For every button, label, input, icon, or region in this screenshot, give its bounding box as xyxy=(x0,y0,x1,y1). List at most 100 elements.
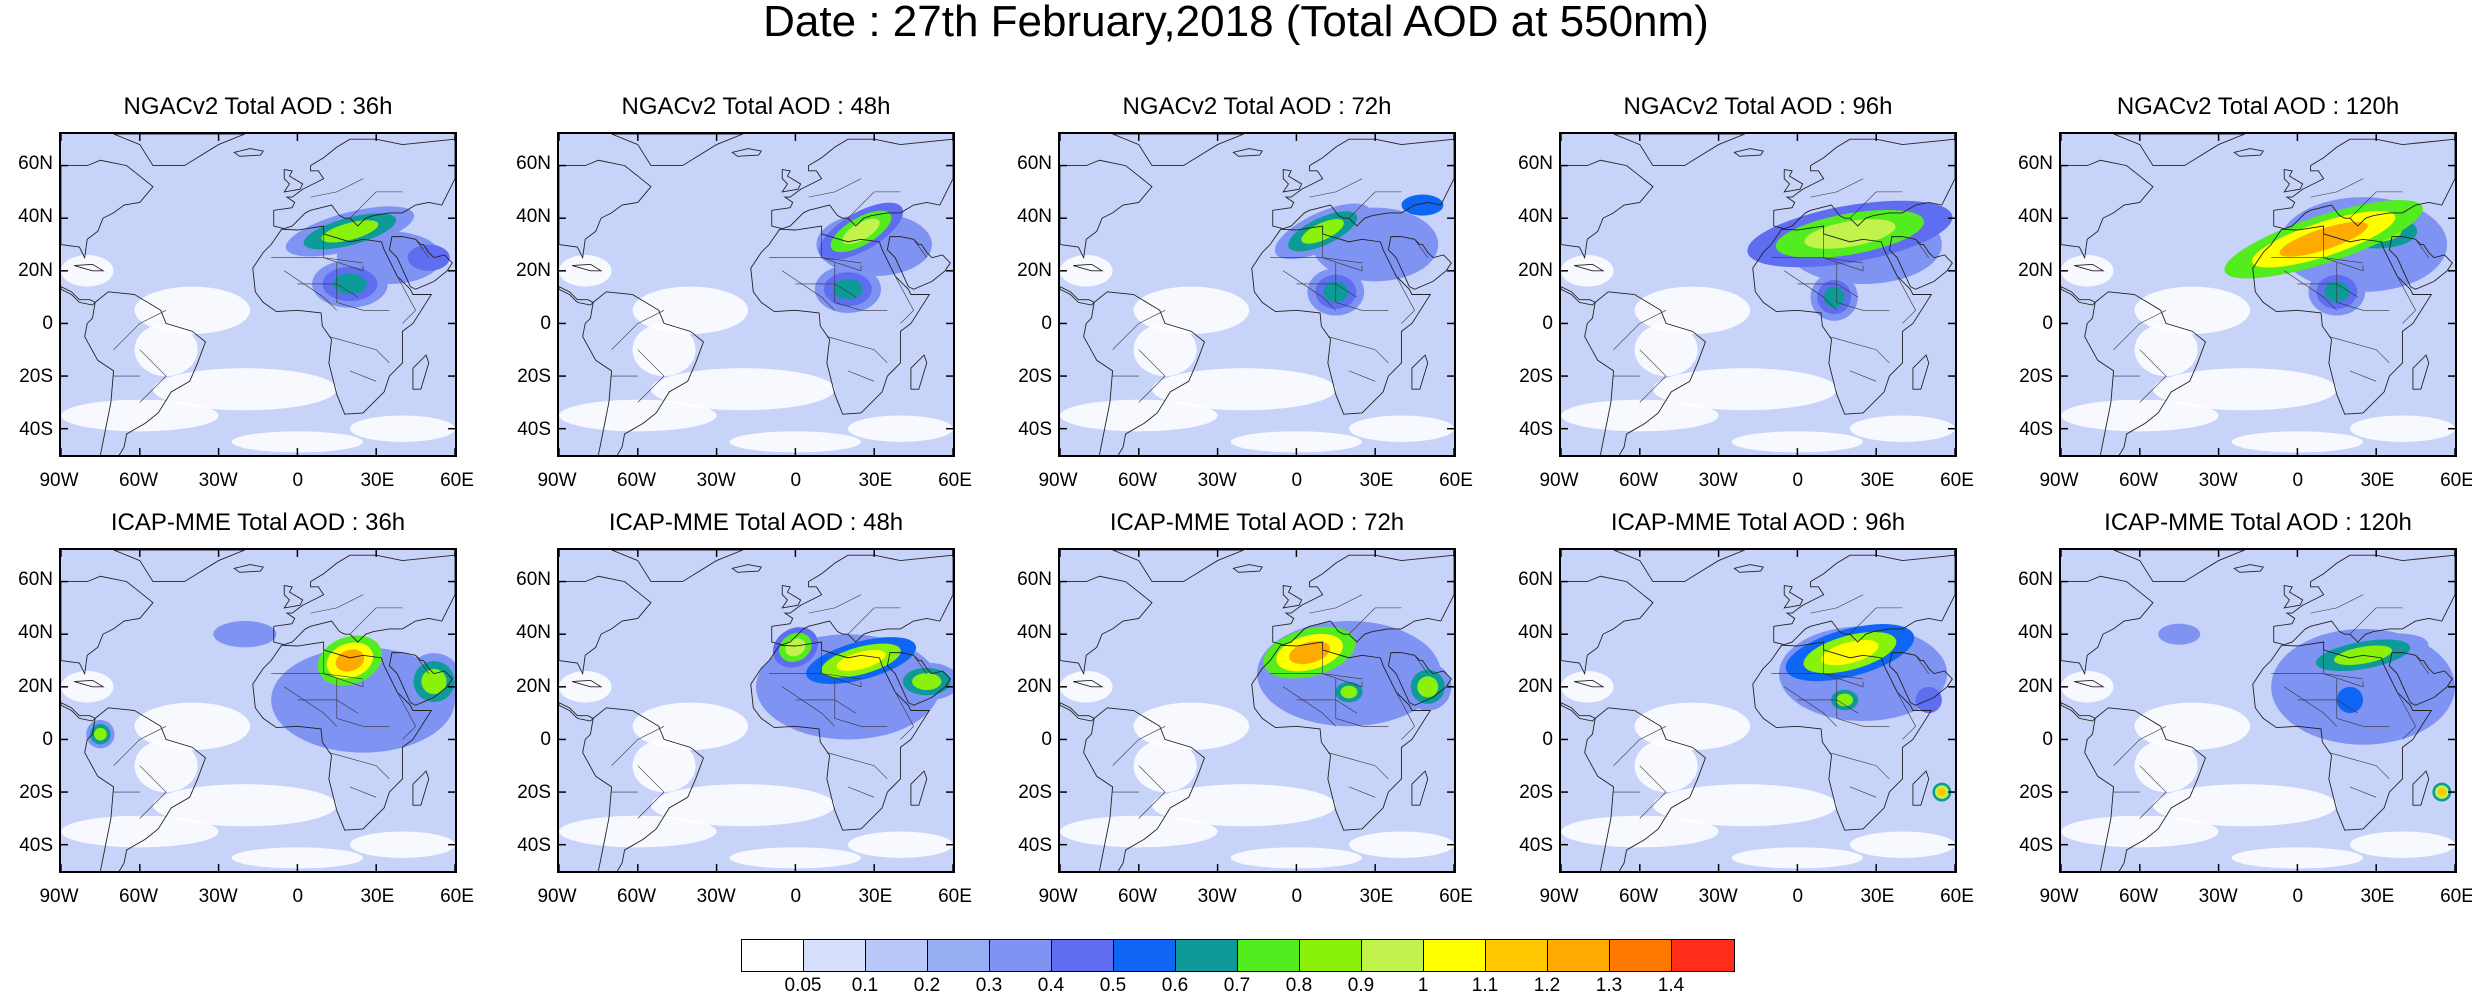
coastline-centam xyxy=(61,286,96,306)
country-border xyxy=(821,647,862,680)
country-border xyxy=(1823,231,1864,264)
coastline-madagascar xyxy=(1912,770,1930,806)
lat-label: 40S xyxy=(517,419,551,441)
lon-label: 0 xyxy=(1291,886,1303,907)
clean-air-patch xyxy=(632,323,696,377)
colorbar-label: 0.2 xyxy=(913,975,941,996)
lat-label: 60N xyxy=(516,568,551,590)
lat-label: 40N xyxy=(1518,622,1553,644)
lat-label: 40S xyxy=(2019,835,2053,857)
lon-label: 90W xyxy=(1539,886,1579,907)
coastline-centam xyxy=(2061,702,2096,722)
coastline-africa xyxy=(1752,225,1933,415)
coastline-cuba xyxy=(1574,679,1605,688)
country-border xyxy=(1784,270,1838,311)
country-border xyxy=(2349,786,2377,798)
coastline-britain xyxy=(781,585,802,609)
clean-air-patch xyxy=(1561,255,1614,287)
country-border xyxy=(1810,178,1864,198)
map-canvas xyxy=(559,134,953,455)
colorbar-swatch xyxy=(742,940,804,971)
country-border xyxy=(1327,336,1389,364)
coastline-britain xyxy=(1783,585,1804,609)
lon-label: 90W xyxy=(2039,470,2079,491)
lon-label: 30E xyxy=(2360,886,2395,907)
map-panel-ngac-36: NGACv2 Total AOD : 36h 60N 40N 20N 0 20S 40S 90… xyxy=(18,93,474,491)
coastline-greenland xyxy=(1112,550,1245,583)
lat-label: 20S xyxy=(517,782,551,804)
coastline-centam xyxy=(61,702,96,722)
lat-label: 60N xyxy=(18,568,53,590)
country-border xyxy=(1823,647,1864,680)
country-border xyxy=(336,678,390,727)
map-panel-icap-36: ICAP-MME Total AOD : 36h 60N 40N 20N 0 20S 40S… xyxy=(18,509,474,907)
country-border xyxy=(1327,752,1389,780)
lat-label: 40N xyxy=(516,622,551,644)
country-border xyxy=(1915,239,1930,258)
lat-label: 60N xyxy=(2018,152,2053,174)
country-border xyxy=(1849,370,1877,382)
lat-label: 60N xyxy=(1017,568,1052,590)
aod-plume xyxy=(2158,623,2201,645)
country-border xyxy=(1335,262,1389,311)
lon-label: 90W xyxy=(1038,886,1078,907)
coastline-samerica xyxy=(84,291,206,455)
country-border xyxy=(847,191,901,219)
country-border xyxy=(1395,691,1415,740)
coastline-britain xyxy=(1783,169,1804,193)
lon-label: 90W xyxy=(39,470,79,491)
clean-air-patch xyxy=(1849,831,1955,858)
coastline-madagascar xyxy=(1411,770,1429,806)
lon-label: 30E xyxy=(858,470,893,491)
country-border xyxy=(1309,178,1363,198)
lon-label: 30E xyxy=(1860,470,1895,491)
clean-air-patch xyxy=(2152,784,2337,827)
clean-air-patch xyxy=(134,702,251,750)
country-border xyxy=(1849,786,1877,798)
lon-label: 90W xyxy=(1038,470,1078,491)
clean-air-patch xyxy=(729,847,862,869)
country-border xyxy=(1322,647,1363,680)
coastline-africa xyxy=(2252,641,2433,831)
lat-label: 20N xyxy=(516,259,551,281)
coastline-europe xyxy=(771,138,953,230)
clean-air-patch xyxy=(2349,415,2455,442)
clean-air-patch xyxy=(1561,671,1614,703)
map-panel-icap-120: ICAP-MME Total AOD : 120h 60N 40N 20N 0 20S 40… xyxy=(2018,509,2472,907)
lon-label: 0 xyxy=(292,470,304,491)
coastline-madagascar xyxy=(2412,770,2430,806)
lat-label: 20S xyxy=(2019,782,2053,804)
country-border xyxy=(2323,231,2364,264)
clean-air-patch xyxy=(134,286,251,334)
colorbar-label: 0.1 xyxy=(851,975,879,996)
clean-air-patch xyxy=(2231,431,2364,453)
clean-air-patch xyxy=(847,831,953,858)
coastline-arabia xyxy=(1387,236,1452,290)
country-border xyxy=(913,655,928,674)
coastline-greenland xyxy=(1613,550,1746,583)
clean-air-patch xyxy=(1133,702,1250,750)
country-border xyxy=(113,726,167,766)
country-border xyxy=(349,607,403,635)
colorbar-swatch xyxy=(1486,940,1548,971)
lon-label: 60W xyxy=(617,886,657,907)
coastline-greenland xyxy=(611,550,744,583)
coastline-samerica xyxy=(84,707,206,871)
country-border xyxy=(1348,607,1402,635)
coastline-samerica xyxy=(2084,707,2206,871)
clean-air-patch xyxy=(61,399,219,432)
lon-label: 60E xyxy=(1940,886,1974,907)
clean-air-patch xyxy=(650,784,835,827)
coastline-greenland xyxy=(113,134,246,167)
lon-label: 60W xyxy=(1619,470,1659,491)
clean-air-patch xyxy=(1634,323,1698,377)
country-border xyxy=(396,275,416,324)
coastline-namerica xyxy=(61,159,154,260)
country-border xyxy=(834,678,888,727)
lon-label: 30W xyxy=(1197,886,1237,907)
country-border xyxy=(1828,752,1890,780)
clean-air-patch xyxy=(1652,784,1837,827)
lat-label: 20S xyxy=(1018,782,1052,804)
country-border xyxy=(336,262,390,311)
aod-plume xyxy=(321,220,379,243)
